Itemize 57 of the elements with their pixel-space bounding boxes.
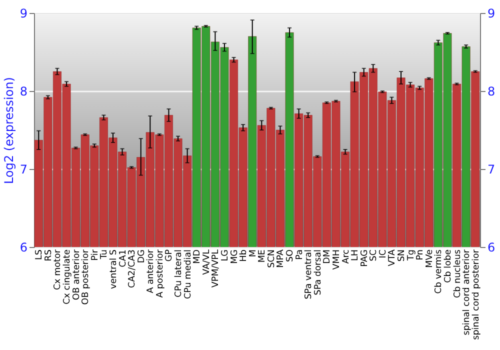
y-tick-label: 6 [20,240,28,254]
x-tick-label: OB anterior [72,249,82,300]
x-tick-label: Hb [239,249,250,262]
x-tick-label: SN [397,250,408,262]
x-tick-label: SPa ventral [304,250,314,300]
x-tick-label: SPa dorsal [313,250,324,296]
x-tick-label: DG [136,249,147,264]
y-tick-label: 7 [20,162,28,176]
x-tick-label: LS [34,249,45,260]
x-tick-label: spinal cord anterior [462,249,472,336]
x-tick-label: LH [350,250,361,262]
y2-tick-label: 9 [488,6,496,20]
x-tick-label: Tu [100,250,110,260]
x-tick-label: Pa [294,250,305,260]
x-tick-label: MPA [276,250,286,268]
y2-tick-label: 7 [488,162,496,176]
x-tick-label: DM [322,250,333,264]
x-tick-label: VPM/VPL [211,249,222,288]
y2-tick-label: 8 [488,84,496,98]
x-tick-label: Cx motor [53,249,64,290]
x-tick-label: VTA [388,250,398,266]
x-tick-label: Arc [341,249,352,264]
x-tick-label: MG [230,249,240,264]
x-tick-label: SCN [266,250,277,268]
y2-tick-label: 6 [488,240,496,254]
x-tick-label: OB posterior [81,249,92,305]
x-tick-label: MD [192,249,203,264]
x-tick-label: Cb vermis [434,249,444,294]
x-tick-label: CA2/CA3 [128,250,138,288]
x-tick-label: SC [369,250,380,262]
x-tick-label: PAG [360,249,370,267]
x-tick-label: Cb nucleus [452,249,463,298]
x-tick-label: CPu medial [183,250,194,300]
y-axis-title: Log2 (expression) [2,77,16,184]
x-tick-label: A anterior [146,249,156,294]
x-tick-label: VMH [332,250,342,270]
x-tick-label: CPu lateral [174,250,184,298]
x-tick-label: VA/VL [202,249,212,275]
x-tick-label: M [248,250,258,258]
x-tick-label: LG [220,249,230,262]
x-tick-label: Pn [416,250,426,260]
x-tick-label: Cx cingulate [62,250,73,304]
x-tick-label: SO [286,249,296,262]
x-tick-label: ventral S [108,249,119,289]
x-tick-label: Pir [90,249,100,261]
x-tick-label: spinal cord posterior [471,249,482,340]
x-tick-label: Tg [406,250,416,262]
y-tick-label: 9 [20,6,28,20]
x-tick-label: ME [258,250,268,263]
x-tick-label: IC [378,250,388,258]
x-tick-label: CA1 [118,250,128,268]
x-tick-label: Cb lobe [443,250,454,283]
x-tick-label: MVe [424,250,435,268]
y-tick-label: 8 [20,84,28,98]
x-tick-label: A posterior [155,249,166,298]
x-tick-label: RS [44,249,54,262]
x-tick-label: GP [164,250,175,262]
